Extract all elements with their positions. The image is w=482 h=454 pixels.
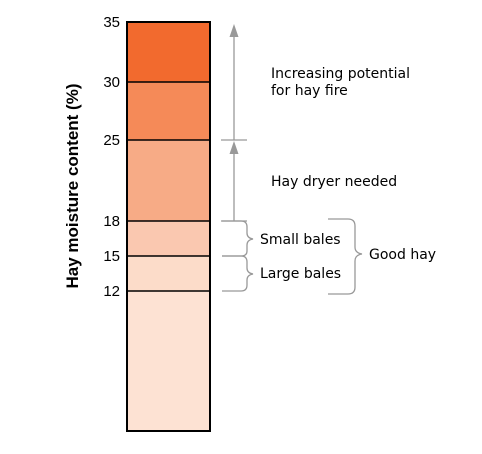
tick-label-15: 15 — [103, 248, 120, 265]
fire-potential-label-line1: Increasing potential — [271, 66, 410, 82]
y-axis-label: Hay moisture content (%) — [63, 84, 82, 289]
moisture-band-15-18 — [127, 221, 210, 256]
large-bales-label: Large bales — [260, 266, 341, 282]
large-bales-brace — [222, 255, 254, 292]
tick-label-12: 12 — [103, 283, 120, 300]
moisture-band-25-30 — [127, 82, 210, 140]
moisture-band-12-15 — [127, 256, 210, 291]
tick-label-25: 25 — [103, 132, 120, 149]
small-bales-label: Small bales — [260, 232, 341, 248]
good-hay-label: Good hay — [369, 247, 436, 263]
fire-potential-arrow — [221, 24, 247, 141]
moisture-band-18-25 — [127, 140, 210, 221]
good-hay-brace — [328, 218, 363, 295]
tick-label-30: 30 — [103, 74, 120, 91]
tick-label-18: 18 — [103, 213, 120, 230]
moisture-column-outline — [126, 21, 211, 432]
moisture-column — [126, 21, 211, 432]
small-bales-brace — [222, 220, 254, 257]
tick-labels: 35 30 25 18 15 12 — [103, 14, 120, 300]
dryer-arrow — [221, 141, 247, 222]
tick-label-35: 35 — [103, 14, 120, 31]
moisture-band-30-35 — [127, 22, 210, 82]
fire-potential-label-line2: for hay fire — [271, 83, 348, 99]
moisture-band-0-12 — [127, 291, 210, 431]
dryer-needed-label: Hay dryer needed — [271, 174, 397, 190]
